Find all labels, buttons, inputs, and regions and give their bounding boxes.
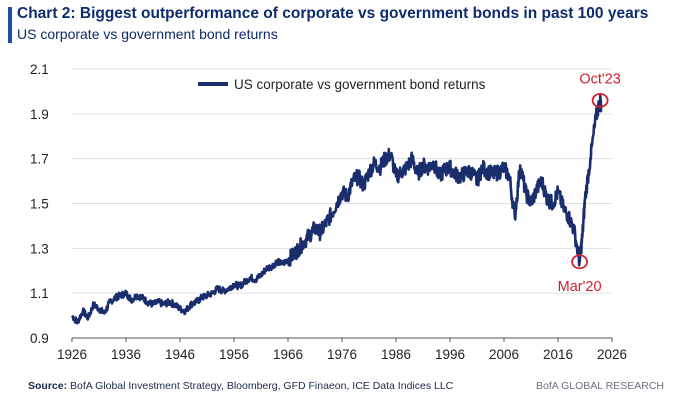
y-tick-label: 2.1	[30, 62, 49, 77]
title-accent-bar	[8, 7, 12, 43]
x-tick-label: 1926	[57, 347, 87, 362]
x-tick-label: 2026	[597, 347, 627, 362]
x-tick-label: 1996	[435, 347, 465, 362]
x-tick-label: 1966	[273, 347, 303, 362]
x-tick-label: 1946	[165, 347, 195, 362]
chart-title: Chart 2: Biggest outperformance of corpo…	[17, 5, 649, 22]
y-tick-label: 1.3	[30, 241, 49, 256]
annotation-label: Oct'23	[579, 71, 620, 87]
y-tick-label: 1.9	[30, 107, 49, 122]
x-tick-label: 1986	[381, 347, 411, 362]
y-tick-label: 1.7	[30, 152, 49, 167]
source-label: Source:	[28, 380, 68, 392]
source-text: BofA Global Investment Strategy, Bloombe…	[70, 380, 454, 392]
x-tick-label: 1936	[111, 347, 141, 362]
x-tick-label: 2006	[489, 347, 519, 362]
annotation-circle	[591, 92, 609, 108]
source-note: Source: BofA Global Investment Strategy,…	[28, 380, 453, 392]
x-tick-label: 1976	[327, 347, 357, 362]
y-tick-label: 0.9	[30, 331, 49, 346]
y-tick-label: 1.5	[30, 197, 49, 212]
chart-subtitle: US corporate vs government bond returns	[17, 26, 278, 42]
annotation-label: Mar'20	[558, 279, 602, 295]
legend-label: US corporate vs government bond returns	[234, 77, 486, 92]
y-tick-label: 1.1	[30, 286, 49, 301]
series-line	[70, 94, 603, 325]
brand-label: BofA GLOBAL RESEARCH	[536, 380, 664, 392]
x-tick-label: 1956	[219, 347, 249, 362]
annotation-circle	[571, 254, 588, 270]
x-tick-label: 2016	[543, 347, 573, 362]
